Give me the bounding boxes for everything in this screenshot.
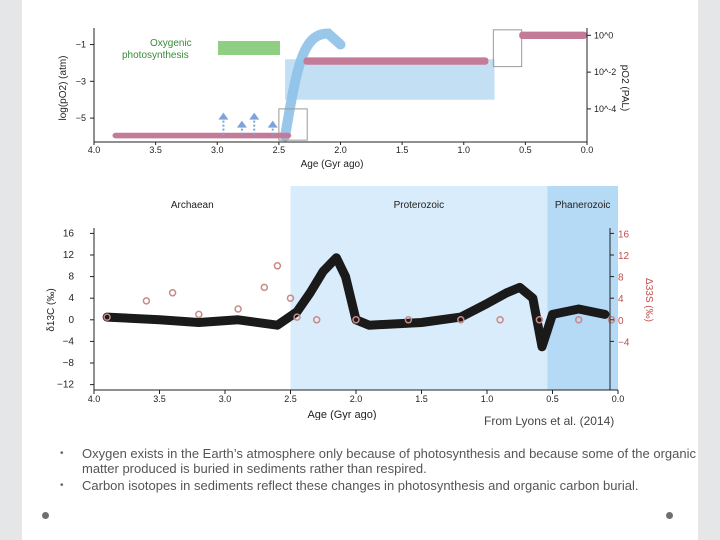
top-x-tick-label: 3.0 [211,145,224,155]
bottom-y-tick-label: 12 [63,250,75,261]
top-x-tick-label: 0.5 [519,145,532,155]
oxygen-band-0 [112,132,292,139]
sulfur-point [168,289,177,297]
top-x-tick-label: 1.5 [396,145,409,155]
bottom-y-tick-label: −4 [63,336,75,347]
arrow-head [249,112,260,120]
sulfur-point [286,294,295,302]
annotation-oxygenic: Oxygenic [150,38,192,49]
bottom-y-tick-label: −12 [57,380,74,391]
arrow-head [267,120,278,128]
bottom-x-tick-label: 2.5 [284,394,297,404]
top-y-tick-label: −3 [76,76,86,86]
bottom-x-tick-label: 3.5 [153,394,166,404]
eon-band-proterozoic [290,186,548,390]
oxygen-band-2 [519,31,587,40]
sulfur-point [195,310,203,319]
sulfur-point [496,316,504,324]
sulfur-point [273,262,282,270]
bottom-x-tick-label: 0.5 [546,394,559,404]
oxygen-range-band [285,59,495,100]
bottom-chart: 4.0 3.5 3.0 2.5 2.0 1.5 1.0 0.5 0.0 16 12 8 4 0 −4 −8 −… [46,186,654,420]
eon-label: Proterozoic [394,200,445,211]
sulfur-point [260,283,269,292]
top-y2-tick-label: 10^0 [594,30,613,40]
top-chart: 4.0 3.5 3.0 2.5 2.0 1.5 1.0 0.5 0.0 −1 −3 −5 10^0 1… [58,28,630,170]
annotation-photosynthesis: photosynthesis [122,50,189,61]
bottom-y-tick-label: 8 [68,272,74,283]
sulfur-point [404,316,413,324]
sulfur-point [607,316,616,324]
bottom-y-tick-label: −8 [63,358,75,369]
noe-frame [492,29,523,68]
top-y-axis-label: log(pO2) (atm) [58,55,69,120]
sulfur-point [234,305,242,313]
arrow-head [236,120,247,128]
figure: 4.0 3.5 3.0 2.5 2.0 1.5 1.0 0.5 0.0 −1 −3 −5 10^0 1… [46,28,654,420]
oxygenic-bar [218,41,280,55]
figure-caption: From Lyons et al. (2014) [484,414,615,428]
bottom-y-tick-label: 0 [68,315,74,326]
top-x-tick-label: 3.5 [149,145,162,155]
slide: 4.0 3.5 3.0 2.5 2.0 1.5 1.0 0.5 0.0 −1 −3 −5 10^0 1… [22,0,698,540]
bottom-y2-axis-label: Δ33S (‰) [643,278,654,322]
top-x-tick-label: 4.0 [88,145,101,155]
bottom-y2-tick-label: 0 [618,316,624,327]
bottom-x-tick-label: 3.0 [219,394,232,404]
bottom-y2-tick-label: 12 [618,251,630,262]
slide-dot-left [42,512,49,519]
bottom-x-tick-label: 1.0 [481,394,494,404]
bottom-y2-tick-label: 16 [618,229,630,240]
top-x-tick-label: 2.5 [273,145,286,155]
sulfur-point [312,316,321,324]
top-y2-axis-label: pO2 (PAL) [619,65,630,112]
top-x-tick-label: 0.0 [581,145,594,155]
bullet-item: Oxygen exists in the Earth’s atmosphere … [60,446,700,476]
top-x-axis-label: Age (Gyr ago) [301,159,364,170]
eon-label: Archaean [171,200,214,211]
bullet-list: Oxygen exists in the Earth’s atmosphere … [60,446,700,495]
bottom-y2-tick-label: 4 [618,294,624,305]
bottom-y-axis-label: δ13C (‰) [46,288,57,331]
bottom-x-tick-label: 4.0 [88,394,101,404]
bottom-x-tick-label: 0.0 [612,394,625,404]
goe-frame [278,108,308,141]
sulfur-point [535,316,544,324]
bullet-item: Carbon isotopes in sediments reflect the… [60,478,700,493]
bottom-x-tick-label: 2.0 [350,394,363,404]
top-y2-tick-label: 10^-4 [594,104,616,114]
sulfur-point [574,316,583,324]
sulfur-point [352,316,360,324]
bottom-x-axis-label: Age (Gyr ago) [307,409,376,420]
oxygen-rise-curve [280,28,346,142]
bottom-y-tick-label: 4 [68,293,74,304]
bottom-y-tick-label: 16 [63,228,75,239]
eon-band-phanerozoic [547,186,618,390]
arrow-head [218,112,229,120]
slide-dot-right [666,512,673,519]
top-y2-tick-label: 10^-2 [594,67,616,77]
top-y-tick-label: −5 [76,113,86,123]
bottom-x-tick-label: 1.5 [415,394,428,404]
top-y-tick-label: −1 [76,40,86,50]
oxygen-band-1 [303,57,489,65]
top-x-tick-label: 2.0 [334,145,347,155]
sulfur-point [142,297,151,305]
bottom-y2-tick-label: −4 [618,337,630,348]
sulfur-point [293,313,301,321]
bottom-y2-tick-label: 8 [618,273,624,284]
top-x-tick-label: 1.0 [457,145,470,155]
sulfur-point [457,316,465,324]
eon-label: Phanerozoic [555,200,611,211]
sulfur-point [103,313,111,321]
